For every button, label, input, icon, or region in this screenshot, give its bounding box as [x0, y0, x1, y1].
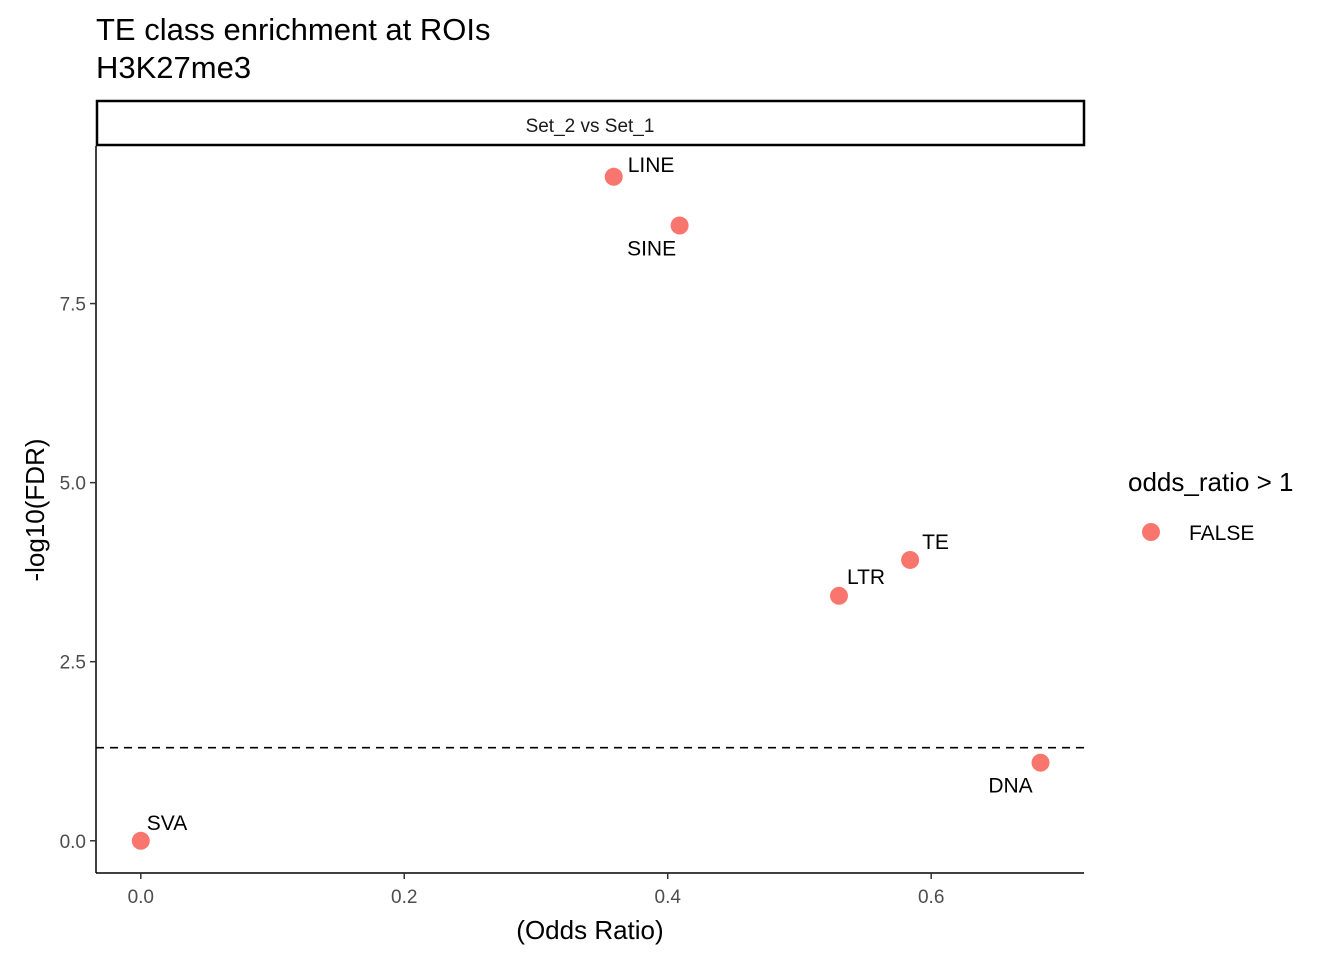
- x-tick-label: 0.2: [391, 887, 417, 908]
- data-points: LINE SINE TE LTR DNA SVA: [131, 154, 1050, 850]
- y-axis-title: -log10(FDR): [20, 438, 50, 581]
- point-te: [901, 550, 920, 569]
- legend-label-false: FALSE: [1189, 522, 1254, 545]
- x-tick-label: 0.6: [918, 887, 944, 908]
- point-label-ltr: LTR: [847, 566, 885, 589]
- point-label-te: TE: [922, 531, 949, 554]
- chart-subtitle: H3K27me3: [96, 50, 251, 85]
- point-label-dna: DNA: [988, 775, 1032, 798]
- legend-title: odds_ratio > 1: [1128, 467, 1294, 497]
- point-sine: [670, 216, 689, 235]
- y-tick-label: 7.5: [60, 295, 86, 316]
- legend-key-false: [1142, 523, 1160, 541]
- chart-title: TE class enrichment at ROIs: [96, 12, 491, 47]
- y-tick-label: 2.5: [60, 653, 86, 674]
- point-label-line: LINE: [628, 154, 675, 177]
- facet-strip: [95, 99, 1086, 147]
- point-ltr: [829, 586, 848, 605]
- y-tick-label: 0.0: [60, 832, 86, 853]
- legend: odds_ratio > 1 FALSE: [1128, 467, 1294, 545]
- point-dna: [1031, 753, 1050, 772]
- facet-strip-label: Set_2 vs Set_1: [526, 116, 655, 137]
- x-axis-title: (Odds Ratio): [516, 915, 663, 945]
- x-axis-ticks: 0.0 0.2 0.4 0.6: [128, 873, 944, 908]
- point-label-sva: SVA: [147, 812, 187, 835]
- y-axis-ticks: 0.0 2.5 5.0 7.5: [60, 295, 96, 853]
- point-line: [604, 167, 623, 186]
- point-label-sine: SINE: [627, 238, 676, 261]
- y-tick-label: 5.0: [60, 474, 86, 495]
- point-sva: [131, 831, 150, 850]
- x-tick-label: 0.4: [655, 887, 682, 908]
- x-tick-label: 0.0: [128, 887, 154, 908]
